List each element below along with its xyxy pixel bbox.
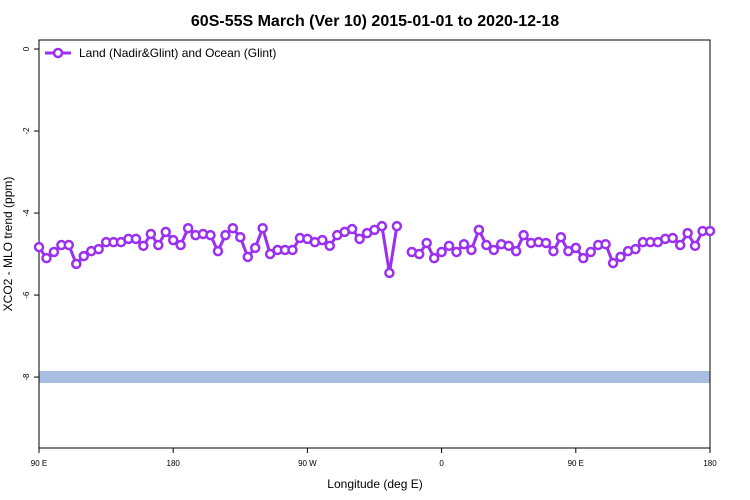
legend-label: Land (Nadir&Glint) and Ocean (Glint) (79, 46, 276, 60)
data-point (421, 237, 432, 249)
data-point (145, 228, 157, 240)
y-axis-label: XCO2 - MLO trend (ppm) (1, 177, 15, 312)
data-point (458, 238, 470, 250)
data-point (130, 233, 142, 245)
data-point (466, 244, 477, 256)
y-tick-label: -6 (22, 291, 31, 299)
data-point (264, 248, 276, 260)
data-point (570, 242, 582, 254)
data-point (615, 251, 626, 263)
y-tick-label: -4 (22, 209, 31, 217)
data-point (235, 231, 246, 243)
data-point (93, 243, 104, 255)
data-point (249, 242, 261, 254)
data-point (384, 267, 395, 279)
data-point (257, 222, 268, 234)
data-point (704, 225, 716, 237)
data-point (689, 240, 701, 252)
data-point (391, 220, 403, 232)
data-point (451, 246, 462, 258)
chart-title: 60S-55S March (Ver 10) 2015-01-01 to 202… (191, 13, 559, 30)
data-point (518, 229, 529, 241)
data-point (175, 239, 186, 251)
data-point (324, 240, 336, 252)
data-point (503, 240, 514, 252)
x-tick-label: 180 (703, 459, 717, 468)
data-point (33, 241, 45, 253)
legend-marker (52, 47, 64, 59)
data-point (376, 220, 388, 232)
data-point (242, 251, 254, 263)
data-point (682, 227, 693, 239)
y-tick-label: -2 (22, 127, 31, 135)
data-point (167, 234, 179, 246)
x-tick-label: 0 (439, 459, 444, 468)
data-point (160, 226, 171, 238)
data-point (78, 250, 89, 262)
data-point (182, 222, 194, 234)
data-point (413, 248, 425, 260)
data-point (555, 231, 567, 243)
y-tick-label: 0 (22, 46, 31, 51)
data-point (585, 246, 596, 258)
x-axis-label: Longitude (deg E) (327, 477, 422, 491)
data-point (153, 239, 164, 251)
data-point (287, 244, 298, 256)
data-point (548, 245, 559, 257)
x-tick-label: 90 E (31, 459, 47, 468)
data-point (436, 246, 447, 258)
data-point (41, 252, 52, 264)
data-point (443, 240, 455, 252)
data-point (674, 239, 686, 251)
data-point (473, 224, 485, 236)
data-point (354, 233, 365, 245)
data-point (220, 229, 231, 241)
data-point (667, 232, 678, 244)
x-tick-label: 90 W (298, 459, 317, 468)
x-tick-label: 180 (167, 459, 181, 468)
data-point (317, 234, 328, 246)
data-point (488, 244, 500, 256)
data-point (138, 240, 149, 252)
data-point (481, 239, 492, 251)
data-point (48, 246, 60, 258)
x-tick-label: 90 E (568, 459, 584, 468)
data-point (428, 252, 440, 264)
data-point (600, 238, 611, 250)
data-point (540, 237, 552, 249)
y-tick-label: -8 (22, 373, 31, 381)
data-point (63, 239, 75, 251)
data-point (578, 252, 589, 264)
data-point (510, 245, 522, 257)
data-point (227, 222, 239, 234)
data-point (71, 258, 82, 270)
data-point (212, 245, 224, 257)
data-point (630, 243, 641, 255)
data-point (346, 223, 358, 235)
data-point (205, 229, 216, 241)
data-point (607, 257, 619, 269)
